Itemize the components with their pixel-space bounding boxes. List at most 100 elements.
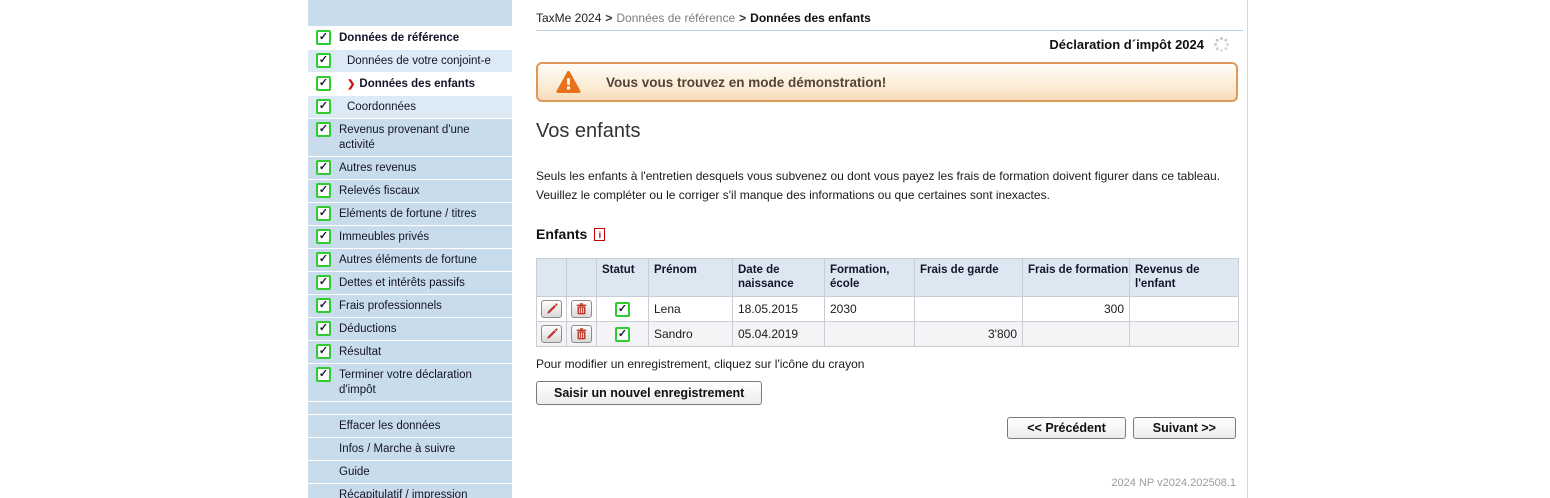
checked-checkbox-icon	[316, 275, 331, 290]
delete-row-button[interactable]	[571, 325, 592, 343]
table-header-row: Statut Prénom Date de naissance Formatio…	[536, 258, 1239, 297]
version-text: 2024 NP v2024.202508.1	[1111, 477, 1236, 489]
trash-icon	[576, 328, 587, 340]
sidebar-item-releves-fiscaux[interactable]: Relevés fiscaux	[308, 180, 512, 203]
checked-checkbox-icon	[316, 252, 331, 267]
declaration-title: Déclaration d´impôt 2024	[1049, 37, 1204, 52]
cell-formation	[824, 321, 915, 347]
sidebar-item-deductions[interactable]: Déductions	[308, 318, 512, 341]
cell-revenus	[1129, 321, 1239, 347]
checked-checkbox-icon	[316, 206, 331, 221]
trash-icon	[576, 303, 587, 315]
delete-row-button[interactable]	[571, 300, 592, 318]
sidebar-item-label: Autres éléments de fortune	[339, 254, 478, 266]
formation-column-header: Formation, école	[824, 258, 915, 297]
pencil-icon	[546, 303, 558, 314]
breadcrumb: TaxMe 2024 Données de référence Données de…	[536, 11, 871, 25]
current-page-chevron-icon	[347, 78, 359, 90]
checked-checkbox-icon	[316, 99, 331, 114]
sidebar-item-label: Immeubles privés	[339, 231, 430, 243]
intro-line: Veuillez le compléter ou le corriger s'i…	[536, 188, 1050, 202]
frais-formation-column-header: Frais de formation	[1022, 258, 1130, 297]
frais-garde-column-header: Frais de garde	[914, 258, 1023, 297]
checked-checkbox-icon	[316, 229, 331, 244]
declaration-title-row: Déclaration d´impôt 2024	[536, 36, 1238, 53]
right-frame-divider	[1247, 0, 1248, 498]
sidebar-item-recapitulatif-impression[interactable]: Récapitulatif / impression	[308, 484, 512, 498]
sidebar-item-label: Terminer votre déclaration d'impôt	[339, 369, 472, 396]
sidebar-item-label: Guide	[339, 466, 370, 478]
cell-frais-garde	[914, 296, 1023, 322]
sidebar-item-guide[interactable]: Guide	[308, 461, 512, 484]
checked-checkbox-icon	[316, 367, 331, 382]
statut-column-header: Statut	[596, 258, 649, 297]
sidebar-item-label: Données des enfants	[359, 78, 476, 90]
checked-checkbox-icon	[316, 160, 331, 175]
sidebar-item-dettes-interets[interactable]: Dettes et intérêts passifs	[308, 272, 512, 295]
previous-button[interactable]: << Précédent	[1007, 417, 1126, 439]
pencil-icon	[546, 328, 558, 339]
cell-formation: 2030	[824, 296, 915, 322]
sidebar-item-infos-marche-a-suivre[interactable]: Infos / Marche à suivre	[308, 438, 512, 461]
breadcrumb-taxme-link[interactable]: TaxMe 2024	[536, 11, 602, 25]
sidebar-item-effacer-donnees[interactable]: Effacer les données	[308, 415, 512, 438]
sidebar-item-donnees-conjoint[interactable]: Données de votre conjoint-e	[308, 50, 512, 73]
checked-checkbox-icon	[316, 76, 331, 91]
sidebar-item-elements-fortune-titres[interactable]: Eléments de fortune / titres	[308, 203, 512, 226]
sidebar-item-label: Dettes et intérêts passifs	[339, 277, 465, 289]
children-table: Statut Prénom Date de naissance Formatio…	[536, 258, 1239, 347]
edit-column-header	[536, 258, 567, 297]
nav-buttons: << Précédent Suivant >>	[536, 417, 1238, 439]
sidebar-item-label: Résultat	[339, 346, 382, 358]
sidebar-item-donnees-des-enfants[interactable]: Données des enfants	[308, 73, 512, 96]
sidebar-item-coordonnees[interactable]: Coordonnées	[308, 96, 512, 119]
demo-mode-text: Vous vous trouvez en mode démonstration!	[606, 74, 887, 90]
breadcrumb-divider	[536, 30, 1243, 31]
sidebar-item-frais-professionnels[interactable]: Frais professionnels	[308, 295, 512, 318]
sidebar-item-autres-revenus[interactable]: Autres revenus	[308, 157, 512, 180]
sidebar-item-label: Infos / Marche à suivre	[339, 443, 456, 455]
sidebar-item-autres-elements-fortune[interactable]: Autres éléments de fortune	[308, 249, 512, 272]
edit-row-button[interactable]	[541, 325, 562, 343]
warning-triangle-icon	[556, 70, 581, 93]
sidebar-item-immeubles-prives[interactable]: Immeubles privés	[308, 226, 512, 249]
sidebar-item-terminer-declaration[interactable]: Terminer votre déclaration d'impôt	[308, 364, 512, 402]
info-icon[interactable]: i	[594, 227, 606, 241]
children-section-heading: Enfants i	[536, 226, 606, 242]
new-record-button[interactable]: Saisir un nouvel enregistrement	[536, 381, 763, 405]
breadcrumb-current-page: Données des enfants	[750, 11, 871, 25]
intro-text: Seuls les enfants à l'entretien desquels…	[536, 167, 1238, 205]
checked-checkbox-icon	[316, 53, 331, 68]
table-row: Sandro 05.04.2019 3'800	[536, 321, 1239, 347]
sidebar-item-revenus-activite[interactable]: Revenus provenant d'une activité	[308, 119, 512, 157]
sidebar-item-label: Revenus provenant d'une activité	[339, 124, 470, 151]
sidebar-item-resultat[interactable]: Résultat	[308, 341, 512, 364]
table-row: Lena 18.05.2015 2030 300	[536, 296, 1239, 322]
cell-date-naissance: 18.05.2015	[732, 296, 825, 322]
next-button[interactable]: Suivant >>	[1132, 417, 1236, 439]
revenus-column-header: Revenus de l'enfant	[1129, 258, 1239, 297]
children-section-label: Enfants	[536, 226, 588, 242]
cell-frais-formation: 300	[1022, 296, 1130, 322]
cell-revenus	[1129, 296, 1239, 322]
sidebar-item-label: Eléments de fortune / titres	[339, 208, 477, 220]
checked-checkbox-icon	[316, 298, 331, 313]
sidebar-item-label: Relevés fiscaux	[339, 185, 420, 197]
demo-mode-banner: Vous vous trouvez en mode démonstration!	[536, 62, 1238, 102]
loading-spinner-icon	[1214, 37, 1229, 52]
edit-row-button[interactable]	[541, 300, 562, 318]
cell-frais-formation	[1022, 321, 1130, 347]
sidebar-item-donnees-de-reference[interactable]: Données de référence	[308, 27, 512, 50]
delete-column-header	[566, 258, 597, 297]
sidebar-item-label: Effacer les données	[339, 420, 441, 432]
checked-checkbox-icon	[316, 122, 331, 137]
checked-checkbox-icon	[316, 30, 331, 45]
sidebar-item-label: Données de votre conjoint-e	[347, 55, 491, 67]
sidebar-gap	[308, 402, 512, 415]
statut-checked-icon	[615, 326, 630, 342]
cell-date-naissance: 05.04.2019	[732, 321, 825, 347]
checked-checkbox-icon	[316, 321, 331, 336]
breadcrumb-reference-link[interactable]: Données de référence	[616, 11, 736, 25]
page-title: Vos enfants	[536, 120, 641, 142]
